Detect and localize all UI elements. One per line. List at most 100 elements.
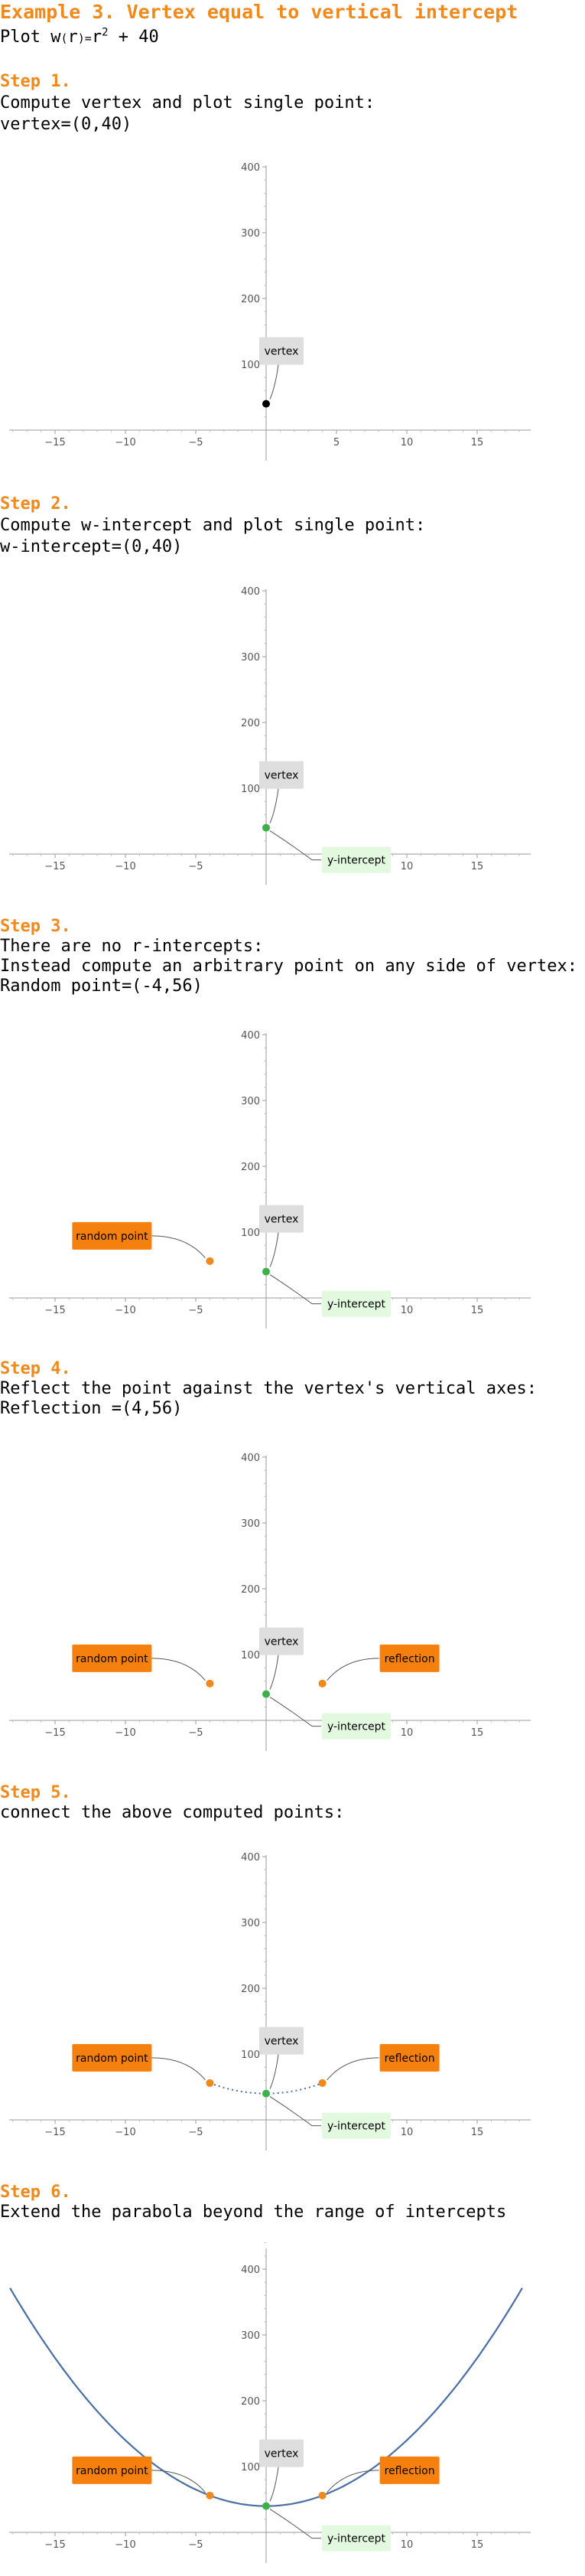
step-text: Compute w-intercept and plot single poin… (0, 516, 426, 535)
vertex-connector (269, 364, 279, 399)
x-tick-label: −10 (115, 1727, 135, 1739)
plot-step-6: −15−10−551015100200300400vertexy-interce… (9, 2242, 531, 2563)
step-heading: Step 3. (0, 917, 71, 936)
step-heading: Step 5. (0, 1783, 71, 1802)
step-text: Instead compute an arbitrary point on an… (0, 957, 577, 976)
equals: = (84, 31, 92, 45)
intercept-connector (269, 830, 321, 861)
reflection-label: reflection (379, 2456, 440, 2484)
random-point-label-box (72, 1221, 152, 1250)
vertex-label-text: vertex (265, 1214, 299, 1226)
y-tick-label: 100 (241, 1228, 260, 1239)
y-tick-label: 200 (241, 1984, 260, 1995)
x-tick-label: 10 (401, 437, 414, 448)
step-heading: Step 1. (0, 72, 71, 91)
vertex-label-box (259, 761, 304, 789)
y-tick-label: 200 (241, 2396, 260, 2408)
vertex-label: vertex (259, 337, 304, 365)
y-tick-label: 300 (241, 1918, 260, 1929)
y-tick-label: 400 (241, 1030, 260, 1042)
intercept-connector (269, 2509, 321, 2539)
x-tick-label: −10 (115, 437, 135, 448)
step-text: connect the above computed points: (0, 1803, 345, 1822)
y-tick-label: 400 (241, 162, 260, 174)
y-tick-label: 400 (241, 1453, 260, 1464)
intercept-label-box (322, 2112, 391, 2139)
y-tick-label: 400 (241, 1852, 260, 1864)
vertex-connector (269, 1232, 279, 1267)
reflection-label: reflection (379, 1644, 440, 1672)
random-point-label-box (72, 2456, 152, 2484)
reflection-point (318, 2491, 327, 2499)
random-connector (151, 2470, 206, 2493)
reflection-label-text: reflection (385, 2053, 435, 2065)
vertex-label: vertex (259, 761, 304, 789)
intercept-label-box (322, 1290, 391, 1317)
x-tick-label: −15 (44, 1727, 65, 1739)
x-tick-label: −10 (115, 2539, 135, 2551)
intercept-label-text: y-intercept (327, 2121, 386, 2133)
vertex-label-text: vertex (265, 2036, 299, 2048)
y-tick-label: 300 (241, 228, 260, 240)
reflection-label: reflection (379, 2043, 440, 2072)
random-connector (151, 1235, 206, 1259)
x-tick-label: 15 (471, 2539, 484, 2551)
step-text: Reflection =(4,56) (0, 1399, 183, 1418)
x-tick-label: −15 (44, 2539, 65, 2551)
vertex-label: vertex (259, 1627, 304, 1655)
reflection-connector (327, 1658, 379, 1681)
y-tick-label: 300 (241, 1518, 260, 1530)
y-tick-label: 100 (241, 1650, 260, 1661)
intercept-label-box (322, 2525, 391, 2552)
intercept-label-text: y-intercept (327, 855, 386, 867)
reflection-connector (327, 2057, 379, 2081)
x-tick-label: 15 (471, 2127, 484, 2138)
plot-step-3: −15−10−551015100200300400vertexy-interce… (9, 1030, 531, 1329)
connecting-curve (210, 2082, 323, 2095)
vertex-label-box (259, 2439, 304, 2467)
intercept-label-text: y-intercept (327, 2533, 386, 2545)
step-text: Compute vertex and plot single point: (0, 93, 375, 112)
intercept-label: y-intercept (322, 846, 391, 873)
function-exponent: 2 (102, 26, 109, 39)
x-tick-label: 15 (471, 437, 484, 448)
function-name: w (50, 28, 61, 47)
x-tick-label: −15 (44, 2127, 65, 2138)
reflection-connector (327, 2470, 379, 2493)
reflection-label-text: reflection (385, 1653, 435, 1665)
y-tick-label: 200 (241, 294, 260, 305)
step-text: Reflect the point against the vertex's v… (0, 1379, 537, 1398)
plot-step-2: −15−10−551015100200300400vertexy-interce… (9, 586, 531, 885)
page-title: Example 3. Vertex equal to vertical inte… (0, 1, 518, 23)
intercept-label: y-intercept (322, 1290, 391, 1317)
y-tick-label: 200 (241, 718, 260, 729)
x-tick-label: −5 (188, 2539, 203, 2551)
random-point-label: random point (72, 1221, 152, 1250)
x-tick-label: −5 (188, 2127, 203, 2138)
y-tick-label: 100 (241, 784, 260, 795)
step-text: Random point=(-4,56) (0, 977, 203, 996)
x-tick-label: 5 (333, 437, 340, 448)
random-point-label-text: random point (76, 1231, 148, 1243)
random-point-label-box (72, 2043, 152, 2072)
reflection-label-box (379, 2043, 440, 2072)
y-tick-label: 100 (241, 2462, 260, 2473)
plot-step-4: −15−10−551015100200300400vertexy-interce… (9, 1453, 531, 1751)
step-text: w-intercept=(0,40) (0, 537, 183, 556)
intercept-label: y-intercept (322, 2525, 391, 2552)
vertex-connector (269, 788, 279, 823)
plot-step-1: −15 −10 −5 5 10 15 100 200 300 400 vertex (9, 162, 531, 461)
x-tick-label: 10 (401, 1305, 414, 1316)
x-tick-label: 15 (471, 1305, 484, 1316)
x-tick-label: 10 (401, 2539, 414, 2551)
y-tick-label: 400 (241, 586, 260, 598)
function-var: r (67, 28, 78, 47)
y-tick-label: 100 (241, 2049, 260, 2061)
random-point-label-text: random point (76, 2465, 148, 2477)
vertex-label-text: vertex (265, 2448, 299, 2460)
intercept-label-text: y-intercept (327, 1299, 386, 1311)
vertex-point (262, 1267, 270, 1276)
intercept-connector (269, 1697, 321, 1727)
vertex-point (262, 1690, 270, 1698)
function-rest: + 40 (118, 28, 159, 47)
